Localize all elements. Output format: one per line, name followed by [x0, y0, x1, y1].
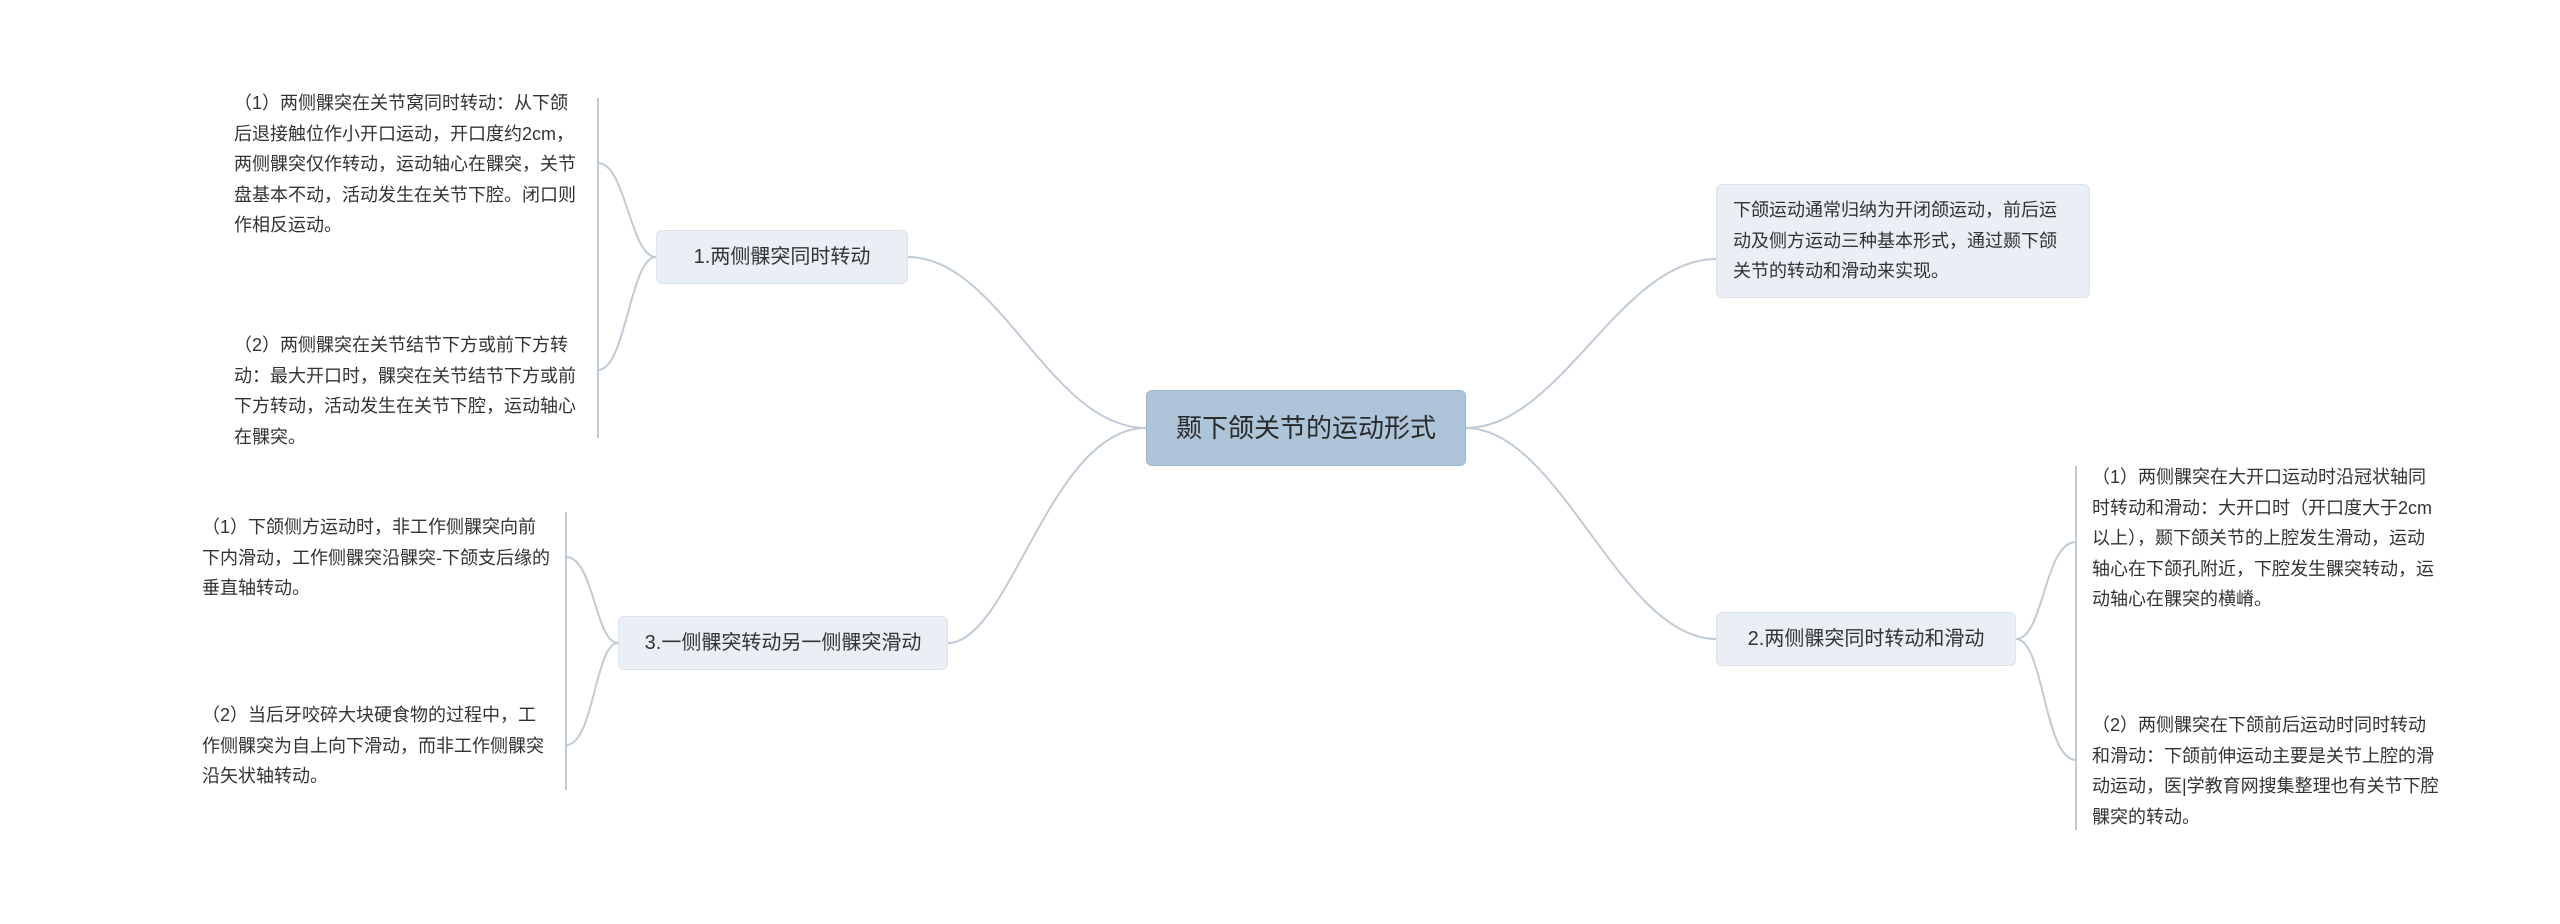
branch-1[interactable]: 1.两侧髁突同时转动: [656, 230, 908, 284]
branch-3-leaf-1: （1）下颌侧方运动时，非工作侧髁突向前下内滑动，工作侧髁突沿髁突-下颌支后缘的垂…: [186, 502, 566, 614]
branch-2-leaf-2: （2）两侧髁突在下颌前后运动时同时转动和滑动：下颌前伸运动主要是关节上腔的滑动运…: [2076, 700, 2456, 842]
root-node[interactable]: 颞下颌关节的运动形式: [1146, 390, 1466, 466]
branch-2[interactable]: 2.两侧髁突同时转动和滑动: [1716, 612, 2016, 666]
branch-1-leaf-1: （1）两侧髁突在关节窝同时转动：从下颌后退接触位作小开口运动，开口度约2cm，两…: [218, 78, 598, 251]
branch-3[interactable]: 3.一侧髁突转动另一侧髁突滑动: [618, 616, 948, 670]
branch-2-leaf-1: （1）两侧髁突在大开口运动时沿冠状轴同时转动和滑动：大开口时（开口度大于2cm以…: [2076, 452, 2456, 625]
branch-1-leaf-2: （2）两侧髁突在关节结节下方或前下方转动：最大开口时，髁突在关节结节下方或前下方…: [218, 320, 598, 462]
intro-node[interactable]: 下颌运动通常归纳为开闭颌运动，前后运动及侧方运动三种基本形式，通过颞下颌关节的转…: [1716, 184, 2090, 298]
branch-3-leaf-2: （2）当后牙咬碎大块硬食物的过程中，工作侧髁突为自上向下滑动，而非工作侧髁突沿矢…: [186, 690, 566, 802]
